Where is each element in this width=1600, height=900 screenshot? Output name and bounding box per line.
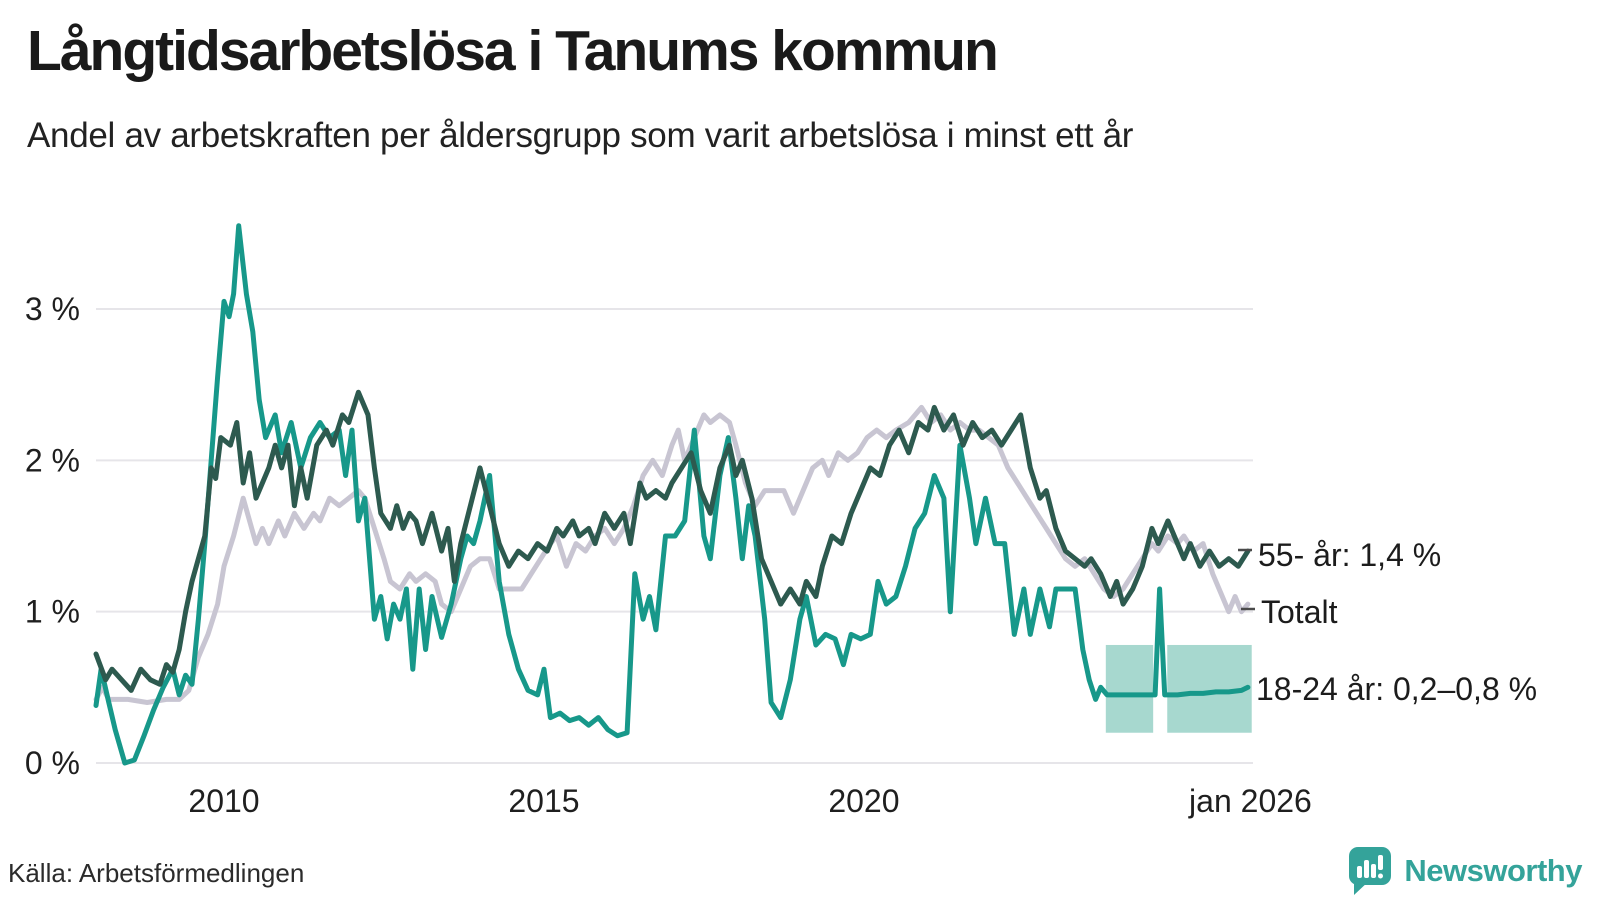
y-axis-tick-label: 3 % xyxy=(25,291,80,327)
uncertainty-band xyxy=(1105,644,1154,733)
bar-chart-speech-bubble-icon xyxy=(1349,847,1392,895)
x-axis-tick-label: 2010 xyxy=(188,783,259,819)
y-axis-tick-label: 0 % xyxy=(25,745,80,781)
y-axis-tick-label: 2 % xyxy=(25,442,80,478)
series-line-totalt xyxy=(93,404,1251,705)
series-end-label: Totalt xyxy=(1261,594,1338,630)
x-axis-tick-label: jan 2026 xyxy=(1188,783,1312,819)
brand-name: Newsworthy xyxy=(1404,853,1582,888)
series-line-18-24-r xyxy=(93,223,1251,766)
chart-title: Långtidsarbetslösa i Tanums kommun xyxy=(27,19,999,83)
source-attribution: Källa: Arbetsförmedlingen xyxy=(8,858,305,888)
series-end-label: 55- år: 1,4 % xyxy=(1258,537,1441,573)
x-axis-tick-label: 2015 xyxy=(508,783,579,819)
series-end-label: 18-24 år: 0,2–0,8 % xyxy=(1256,671,1537,707)
brand-logo: Newsworthy xyxy=(1348,846,1582,896)
x-axis-tick-label: 2020 xyxy=(828,783,899,819)
series-line-55-r xyxy=(93,389,1251,693)
y-axis-tick-label: 1 % xyxy=(25,594,80,630)
chart-subtitle: Andel av arbetskraften per åldersgrupp s… xyxy=(27,116,1134,155)
